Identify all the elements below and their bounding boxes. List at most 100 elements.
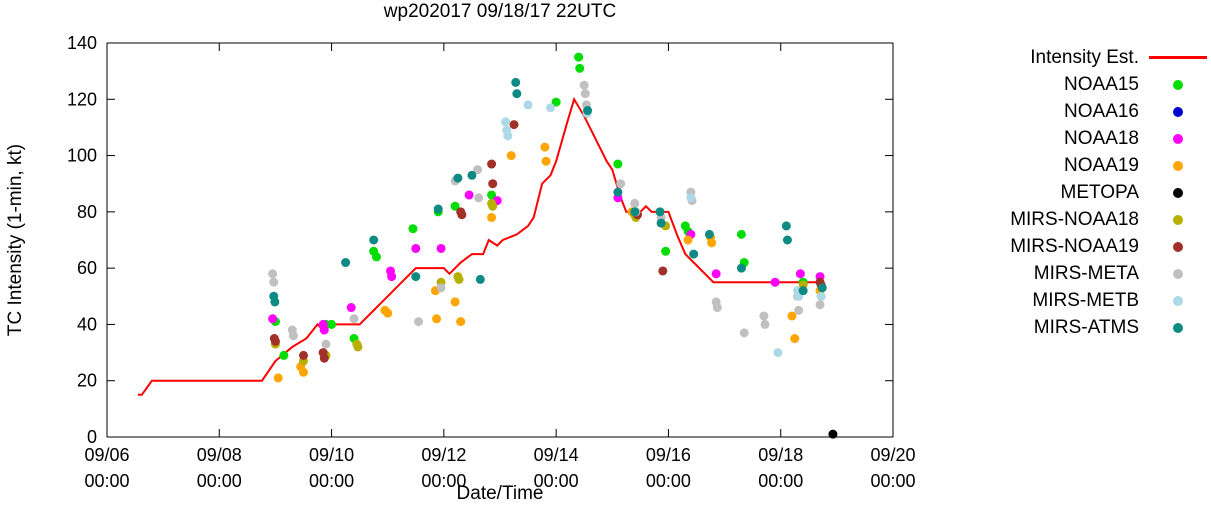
x-axis-label: Date/Time xyxy=(456,483,544,504)
data-point xyxy=(488,179,498,189)
data-point xyxy=(782,235,792,245)
data-point xyxy=(408,224,418,234)
data-point xyxy=(541,156,551,166)
data-point xyxy=(269,277,279,287)
data-point xyxy=(686,193,696,203)
data-point xyxy=(475,274,485,284)
legend-label: MIRS-NOAA19 xyxy=(1010,235,1139,257)
legend-label: MIRS-METB xyxy=(1032,289,1139,311)
legend-item-noaa19: NOAA19 xyxy=(1010,152,1207,179)
data-point xyxy=(487,212,497,222)
data-point xyxy=(795,269,805,279)
x-tick-label: 00:00 xyxy=(197,471,242,491)
intensity-line xyxy=(137,96,821,396)
data-point xyxy=(349,314,359,324)
data-point xyxy=(487,159,497,169)
legend-label: NOAA19 xyxy=(1064,154,1139,176)
data-point xyxy=(450,201,460,211)
legend-item-noaa16: NOAA16 xyxy=(1010,98,1207,125)
data-point xyxy=(433,204,443,214)
legend-dot-sample xyxy=(1149,79,1207,90)
data-point xyxy=(770,277,780,287)
y-tick-label: 60 xyxy=(77,258,97,278)
data-point xyxy=(450,297,460,307)
data-point xyxy=(583,106,593,116)
dot-swatch-icon xyxy=(1173,322,1183,333)
data-point xyxy=(574,52,584,62)
x-tick-label: 09/16 xyxy=(646,445,691,465)
legend-dot-sample xyxy=(1149,295,1207,306)
data-point xyxy=(279,350,289,360)
y-tick-label: 40 xyxy=(77,314,97,334)
data-point xyxy=(273,373,283,383)
y-tick-label: 100 xyxy=(67,146,97,166)
data-point xyxy=(454,274,464,284)
legend-item-mirs-meta: MIRS-META xyxy=(1010,260,1207,287)
y-tick-label: 120 xyxy=(67,89,97,109)
data-point xyxy=(321,339,331,349)
series-NOAA15 xyxy=(270,52,808,360)
data-point xyxy=(288,331,298,341)
data-point xyxy=(656,218,666,228)
data-point xyxy=(299,367,308,377)
legend-dot-sample xyxy=(1149,187,1207,198)
data-point xyxy=(616,179,626,189)
data-point xyxy=(341,258,351,268)
legend-dot-sample xyxy=(1149,133,1207,144)
data-point xyxy=(371,252,381,262)
y-axis-ticks: 0 20 40 60 80 100 120 140 xyxy=(67,33,893,447)
x-tick-label: 09/14 xyxy=(534,445,579,465)
data-point xyxy=(613,159,623,169)
data-point xyxy=(457,210,467,220)
data-point xyxy=(474,193,484,203)
series-METOPA xyxy=(828,429,838,439)
legend-dot-sample xyxy=(1149,241,1207,252)
data-point xyxy=(630,207,640,217)
x-tick-label: 00:00 xyxy=(309,471,354,491)
legend-label: MIRS-NOAA18 xyxy=(1010,208,1139,230)
data-point xyxy=(540,142,550,152)
legend-item-noaa15: NOAA15 xyxy=(1010,71,1207,98)
data-point xyxy=(509,120,519,130)
dot-swatch-icon xyxy=(1173,268,1183,279)
legend-item-mirs-noaa19: MIRS-NOAA19 xyxy=(1010,233,1207,260)
x-tick-label: 09/10 xyxy=(309,445,354,465)
dot-swatch-icon xyxy=(1173,241,1183,252)
dot-swatch-icon xyxy=(1173,160,1183,171)
plot-frame xyxy=(106,42,894,438)
x-tick-label: 00:00 xyxy=(421,471,466,491)
data-point xyxy=(661,246,671,256)
data-point xyxy=(739,328,749,338)
legend-label: NOAA18 xyxy=(1064,127,1139,149)
dot-swatch-icon xyxy=(1173,106,1183,117)
x-tick-label: 09/18 xyxy=(758,445,803,465)
data-point xyxy=(760,319,770,329)
data-point xyxy=(579,80,589,90)
line-swatch-icon xyxy=(1149,56,1207,59)
legend-line-sample xyxy=(1149,56,1207,59)
data-point xyxy=(736,229,746,239)
data-point xyxy=(411,272,421,282)
legend-label: METOPA xyxy=(1060,181,1139,203)
data-point xyxy=(473,165,483,175)
data-point xyxy=(658,266,668,276)
dot-swatch-icon xyxy=(1173,133,1183,144)
data-point xyxy=(488,201,498,211)
data-point xyxy=(523,100,533,110)
legend-item-mirs-metb: MIRS-METB xyxy=(1010,287,1207,314)
data-point xyxy=(683,235,693,245)
data-point xyxy=(268,269,278,279)
data-point xyxy=(511,77,521,87)
x-tick-label: 09/12 xyxy=(421,445,466,465)
y-tick-label: 20 xyxy=(77,371,97,391)
data-point xyxy=(817,283,827,293)
data-point xyxy=(613,187,623,197)
data-point xyxy=(319,353,329,363)
x-tick-label: 00:00 xyxy=(646,471,691,491)
legend-dot-sample xyxy=(1149,214,1207,225)
dot-swatch-icon xyxy=(1173,187,1183,198)
data-point xyxy=(506,151,516,161)
data-point xyxy=(464,190,474,200)
data-point xyxy=(575,63,585,73)
